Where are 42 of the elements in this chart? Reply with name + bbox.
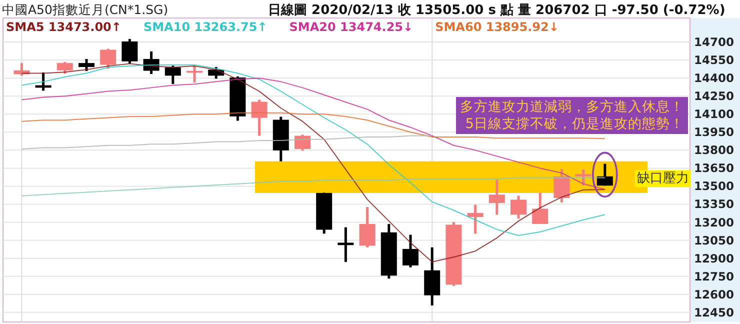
candlestick xyxy=(510,194,526,220)
y-tick-label: 13350 xyxy=(694,197,734,212)
y-tick-label: 13500 xyxy=(694,179,734,194)
y-tick-label: 13950 xyxy=(694,125,734,140)
y-tick-label: 13200 xyxy=(694,215,734,230)
y-tick-label: 13050 xyxy=(694,233,734,248)
candlestick xyxy=(164,64,181,86)
y-tick-label: 14700 xyxy=(694,35,734,50)
y-tick-label: 12750 xyxy=(694,269,734,284)
y-tick-label: 12900 xyxy=(694,251,734,266)
annotation: 多方進攻力道減弱，多方進入休息！ xyxy=(460,99,684,115)
candlestick xyxy=(338,226,354,264)
candlestick xyxy=(488,178,505,216)
chart-title: 中國A50指數近月(CN*1.SG) xyxy=(2,2,168,17)
y-tick-label: 13650 xyxy=(694,161,734,176)
candlestick xyxy=(402,234,418,269)
y-tick-label: 14100 xyxy=(694,107,734,122)
line-series xyxy=(21,135,433,150)
y-tick-label: 12450 xyxy=(694,305,734,320)
candlestick xyxy=(596,162,613,187)
candlestick xyxy=(251,98,268,138)
candlestick xyxy=(78,58,94,72)
y-tick-label: 14400 xyxy=(694,71,734,86)
text: SMA5 13473.00↑ xyxy=(6,20,122,34)
band-label: 缺口壓力 xyxy=(636,171,689,186)
candlestick xyxy=(56,60,73,76)
candlestick xyxy=(554,168,570,204)
y-tick-label: 13800 xyxy=(694,143,734,158)
candlestick xyxy=(122,38,138,66)
candlestick xyxy=(532,192,548,226)
candlestick xyxy=(100,48,116,70)
candlestick xyxy=(294,133,310,152)
y-tick-label: 12600 xyxy=(694,287,734,302)
chart-subtitle: 日線圖 2020/02/13 收 13505.00 s 點 量 206702 口 -97.50 (-0.72%) xyxy=(268,3,726,18)
candlestick xyxy=(359,206,376,249)
y-tick-label: 14550 xyxy=(694,53,734,68)
candlestick xyxy=(467,203,484,235)
text: SMA10 13263.75↑ xyxy=(143,20,268,34)
text: SMA60 13895.92↓ xyxy=(435,20,559,34)
text: SMA20 13474.25↓ xyxy=(289,20,414,34)
y-tick-label: 14250 xyxy=(694,89,734,104)
annotation: 5日線支撐不破，仍是進攻的態勢！ xyxy=(465,116,684,132)
